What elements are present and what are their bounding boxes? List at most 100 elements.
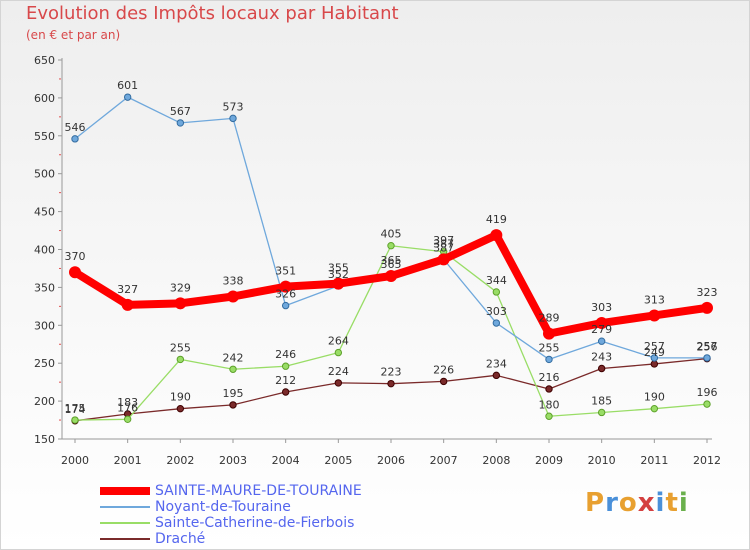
data-point [492, 371, 501, 380]
data-label: 387 [433, 241, 454, 254]
legend-swatch [100, 522, 150, 524]
data-label: 212 [275, 374, 296, 387]
legend-label: Noyant-de-Touraine [155, 499, 291, 515]
data-point [703, 354, 711, 362]
data-label: 365 [381, 254, 402, 267]
data-point [71, 416, 79, 424]
legend-swatch [100, 538, 150, 540]
data-point [650, 404, 659, 413]
y-tick-label: 250 [34, 357, 55, 370]
x-tick-label: 2004 [272, 454, 300, 467]
data-point [595, 317, 608, 330]
data-label: 196 [697, 386, 718, 399]
legend-label: Sainte-Catherine-de-Fierbois [155, 515, 355, 531]
data-label: 264 [328, 335, 349, 348]
data-point [439, 377, 448, 386]
data-label: 352 [328, 268, 349, 281]
data-point [701, 301, 713, 314]
data-label: 174 [65, 403, 86, 416]
data-point [597, 364, 606, 373]
data-label: 183 [117, 396, 138, 409]
logo-letter: i [655, 488, 666, 518]
data-point [650, 354, 659, 362]
data-point [69, 266, 81, 279]
data-label: 546 [65, 121, 86, 134]
data-label: 323 [697, 286, 718, 299]
x-tick-label: 2001 [114, 454, 142, 467]
data-point [545, 412, 553, 420]
data-point [545, 355, 553, 364]
data-label: 338 [223, 274, 244, 287]
logo-letter: t [665, 488, 679, 518]
data-label: 249 [644, 346, 665, 359]
data-point [71, 135, 79, 143]
data-point [545, 385, 553, 393]
data-label: 246 [275, 348, 296, 361]
y-tick-label: 150 [34, 433, 55, 446]
data-point [121, 298, 134, 311]
data-label: 176 [117, 401, 138, 414]
data-label: 195 [223, 387, 244, 400]
data-label: 326 [275, 288, 296, 301]
data-point [227, 290, 239, 303]
x-tick-label: 2002 [166, 454, 194, 467]
logo-letter: P [585, 488, 606, 518]
data-point [543, 327, 555, 340]
data-point [387, 379, 395, 388]
y-tick-label: 450 [34, 206, 55, 219]
y-tick-label: 200 [34, 395, 55, 408]
legend-swatch [100, 506, 150, 508]
y-tick-label: 400 [34, 244, 55, 257]
data-point [648, 309, 661, 322]
data-label: 224 [328, 365, 349, 378]
x-tick-label: 2008 [482, 454, 510, 467]
legend-swatch [100, 487, 150, 495]
x-tick-label: 2009 [535, 454, 563, 467]
data-label: 190 [170, 391, 191, 404]
data-point [281, 301, 290, 310]
data-point [176, 119, 185, 127]
data-label: 226 [433, 363, 454, 376]
y-tick-label: 650 [34, 54, 55, 67]
data-label: 175 [65, 402, 86, 415]
data-label: 216 [539, 371, 560, 384]
data-label: 234 [486, 357, 507, 370]
data-label: 370 [65, 250, 86, 263]
data-label: 601 [117, 79, 138, 92]
data-label: 344 [486, 274, 507, 287]
data-point [334, 379, 343, 387]
y-tick-label: 350 [34, 281, 55, 294]
data-point [492, 288, 501, 296]
x-tick-label: 2000 [61, 454, 89, 467]
x-tick-label: 2006 [377, 454, 405, 467]
data-point [385, 270, 397, 283]
data-label: 242 [223, 351, 244, 364]
logo-letter: i [678, 488, 689, 518]
x-tick-label: 2005 [324, 454, 352, 467]
data-label: 419 [486, 213, 507, 226]
data-label: 355 [328, 262, 349, 275]
data-label: 257 [697, 340, 718, 353]
x-tick-label: 2003 [219, 454, 247, 467]
data-point [279, 280, 292, 293]
data-point [597, 408, 606, 417]
x-tick-label: 2011 [640, 454, 668, 467]
data-label: 190 [644, 391, 665, 404]
data-label: 397 [433, 234, 454, 247]
data-label: 223 [381, 366, 402, 379]
x-tick-label: 2007 [430, 454, 458, 467]
data-point [334, 348, 343, 357]
data-point [597, 337, 606, 345]
data-point [123, 93, 132, 101]
chart-subtitle: (en € et par an) [26, 28, 121, 42]
x-tick-label: 2010 [588, 454, 616, 467]
data-point [281, 362, 290, 370]
y-tick-label: 500 [34, 168, 55, 181]
data-point [123, 415, 132, 423]
data-label: 351 [275, 265, 296, 278]
legend-label: SAINTE-MAURE-DE-TOURAINE [155, 483, 362, 499]
data-label: 387 [433, 237, 454, 250]
chart-title: Evolution des Impôts locaux par Habitant [26, 3, 399, 24]
legend-label: Draché [155, 531, 206, 547]
data-point [490, 229, 503, 242]
